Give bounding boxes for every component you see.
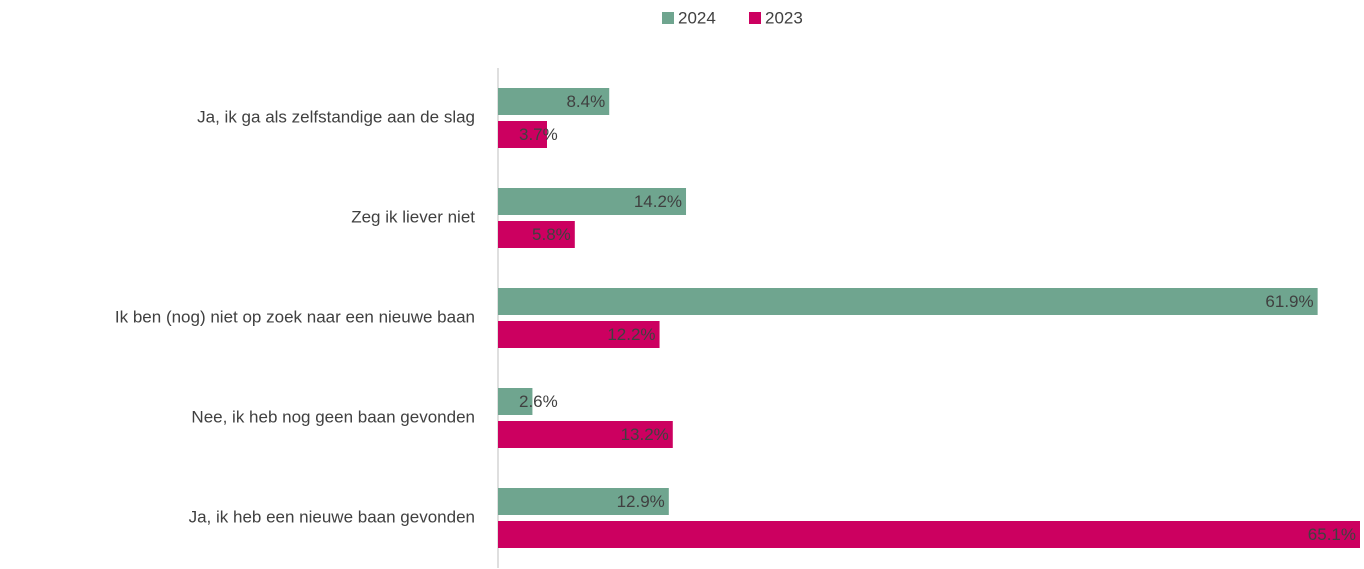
category-label: Zeg ik liever niet bbox=[351, 207, 475, 226]
bar bbox=[498, 321, 660, 348]
category-label: Ja, ik ga als zelfstandige aan de slag bbox=[197, 107, 475, 126]
bar bbox=[498, 188, 687, 215]
legend-label: 2024 bbox=[678, 8, 716, 27]
data-label: 3.7% bbox=[519, 125, 558, 144]
category-label: Nee, ik heb nog geen baan gevonden bbox=[191, 407, 475, 426]
data-label: 65.1% bbox=[1308, 525, 1356, 544]
legend-label: 2023 bbox=[765, 8, 803, 27]
category-label: Ik ben (nog) niet op zoek naar een nieuw… bbox=[115, 307, 475, 326]
bar bbox=[498, 521, 1360, 548]
bar bbox=[498, 88, 610, 115]
data-label: 12.2% bbox=[607, 325, 655, 344]
legend-swatch bbox=[749, 12, 761, 24]
bar bbox=[498, 488, 669, 515]
bar bbox=[498, 421, 673, 448]
category-label: Ja, ik heb een nieuwe baan gevonden bbox=[189, 507, 475, 526]
bar bbox=[498, 221, 575, 248]
data-label: 14.2% bbox=[634, 192, 682, 211]
bar bbox=[498, 121, 547, 148]
data-label: 8.4% bbox=[566, 92, 605, 111]
legend-swatch bbox=[662, 12, 674, 24]
data-label: 61.9% bbox=[1265, 292, 1313, 311]
data-label: 2.6% bbox=[519, 392, 558, 411]
data-label: 5.8% bbox=[532, 225, 571, 244]
data-label: 12.9% bbox=[617, 492, 665, 511]
bar bbox=[498, 288, 1318, 315]
data-label: 13.2% bbox=[621, 425, 669, 444]
bar bbox=[498, 388, 533, 415]
